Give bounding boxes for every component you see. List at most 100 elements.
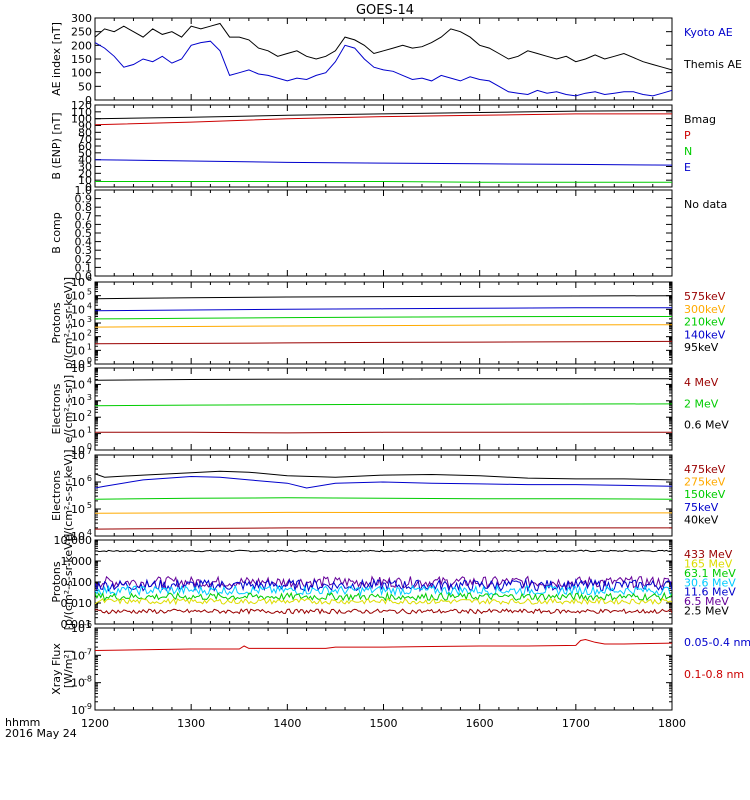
y-tick-label: 0.7 xyxy=(75,210,93,223)
y-tick-label: 90 xyxy=(78,120,92,133)
panel-frame xyxy=(94,189,673,277)
y-tick-exponent: 6 xyxy=(87,274,92,283)
y-tick-exponent: 2 xyxy=(87,329,92,338)
legend-entry: 165 MeV xyxy=(684,557,733,570)
y-tick-label: 10 xyxy=(71,444,85,457)
legend-entry: 11.6 MeV xyxy=(684,586,736,599)
x-tick-label: 1700 xyxy=(562,717,590,730)
series-line-11-6-mev xyxy=(95,577,672,593)
y-tick-label: 70 xyxy=(78,133,92,146)
legend-entry: Bmag xyxy=(684,113,716,126)
series-line-30-6-mev xyxy=(95,584,672,597)
y-tick-label: 10 xyxy=(71,704,85,717)
series-line-2-5-mev xyxy=(95,549,672,553)
legend-entry: Kyoto AE xyxy=(684,26,733,39)
y-tick-label: 60 xyxy=(78,140,92,153)
legend-entry: 75keV xyxy=(684,501,719,514)
legend-entry: 6.5 MeV xyxy=(684,595,729,608)
legend-entry: 300keV xyxy=(684,303,726,316)
y-tick-label: 50 xyxy=(78,80,92,93)
y-tick-label: 100 xyxy=(71,113,92,126)
y-tick-exponent: 4 xyxy=(87,528,92,537)
panel-frame xyxy=(94,454,673,537)
legend-entry: 150keV xyxy=(684,488,726,501)
y-axis-label: Xray Flux xyxy=(50,643,63,695)
y-tick-label: 10 xyxy=(71,411,85,424)
series-line-95kev xyxy=(95,295,672,300)
x-tick-label: 1300 xyxy=(177,717,205,730)
legend-entry: 475keV xyxy=(684,463,726,476)
y-tick-label: 0.100 xyxy=(61,576,93,589)
y-tick-exponent: 3 xyxy=(87,393,92,402)
series-line-150kev xyxy=(95,497,672,500)
y-tick-label: 0 xyxy=(85,181,92,194)
legend-entry: 40keV xyxy=(684,513,719,526)
y-axis-unit-label: p/(cm²-s-sr-keV)] xyxy=(62,277,75,369)
y-tick-label: 200 xyxy=(71,39,92,52)
y-tick-label: 0.2 xyxy=(75,253,93,266)
x-tick-label: 1400 xyxy=(273,717,301,730)
y-tick-label: 10 xyxy=(71,331,85,344)
y-tick-label: 10 xyxy=(71,303,85,316)
y-tick-label: 1.000 xyxy=(61,555,93,568)
legend-entry: 275keV xyxy=(684,476,726,489)
series-line-433-mev xyxy=(95,608,672,615)
y-tick-label: 10 xyxy=(71,362,85,375)
y-tick-label: 10 xyxy=(71,476,85,489)
legend-entry: 575keV xyxy=(684,290,726,303)
y-tick-exponent: 1 xyxy=(87,426,92,435)
y-tick-exponent: 3 xyxy=(87,315,92,324)
y-tick-exponent: 1 xyxy=(87,342,92,351)
y-axis-label: Electrons xyxy=(50,383,63,434)
footer-date-label: 2016 May 24 xyxy=(5,727,77,740)
y-tick-label: 10 xyxy=(71,395,85,408)
y-tick-exponent: -8 xyxy=(84,675,92,684)
series-line-4-mev xyxy=(95,431,672,434)
series-line-63-1-mev xyxy=(95,591,672,602)
series-line-e xyxy=(95,159,672,166)
series-line-0-6-mev xyxy=(95,378,672,381)
series-line-275kev xyxy=(95,511,672,514)
y-tick-label: 10 xyxy=(71,344,85,357)
y-tick-label: 0.0 xyxy=(75,270,93,283)
series-line-0-1-0-8-nm xyxy=(95,638,672,651)
y-tick-exponent: 4 xyxy=(87,376,92,385)
legend-entry: 0.6 MeV xyxy=(684,419,729,432)
legend-entry: 210keV xyxy=(684,316,726,329)
y-tick-label: 10 xyxy=(78,174,92,187)
y-axis-label: B (ENP) [nT] xyxy=(50,112,63,179)
legend-entry: No data xyxy=(684,198,727,211)
y-tick-label: 0 xyxy=(85,94,92,107)
y-tick-label: 20 xyxy=(78,167,92,180)
y-tick-label: 10.000 xyxy=(54,534,93,547)
legend-entry: 433 MeV xyxy=(684,548,733,561)
series-line-165-mev xyxy=(95,597,672,606)
series-line-p xyxy=(95,113,672,126)
y-axis-unit-label: e/(cm²-s-sr-keV)] xyxy=(62,450,75,542)
y-axis-label: Protons xyxy=(50,561,63,602)
y-tick-label: 30 xyxy=(78,161,92,174)
y-axis-label: B comp xyxy=(50,212,63,254)
series-line-575kev xyxy=(95,340,672,345)
series-line-kyoto-ae xyxy=(95,40,672,97)
y-axis-label: Electrons xyxy=(50,470,63,521)
y-tick-label: 10 xyxy=(71,530,85,543)
y-axis-unit-label: e/(cm²-s-sr)] xyxy=(62,375,75,443)
legend-entry: 30.6 MeV xyxy=(684,576,736,589)
series-line-210kev xyxy=(95,316,672,320)
y-tick-label: 10 xyxy=(71,503,85,516)
y-tick-label: 0.1 xyxy=(75,261,93,274)
series-line-475kev xyxy=(95,527,672,530)
y-tick-label: 50 xyxy=(78,147,92,160)
series-line-n xyxy=(95,181,672,183)
series-line-140kev xyxy=(95,307,672,312)
y-tick-label: 0.3 xyxy=(75,244,93,257)
y-axis-unit-label: [W/m²] xyxy=(62,650,75,688)
panel-frame xyxy=(94,627,673,711)
legend-entry: 2 MeV xyxy=(684,397,719,410)
chart-title: GOES-14 xyxy=(356,3,414,18)
